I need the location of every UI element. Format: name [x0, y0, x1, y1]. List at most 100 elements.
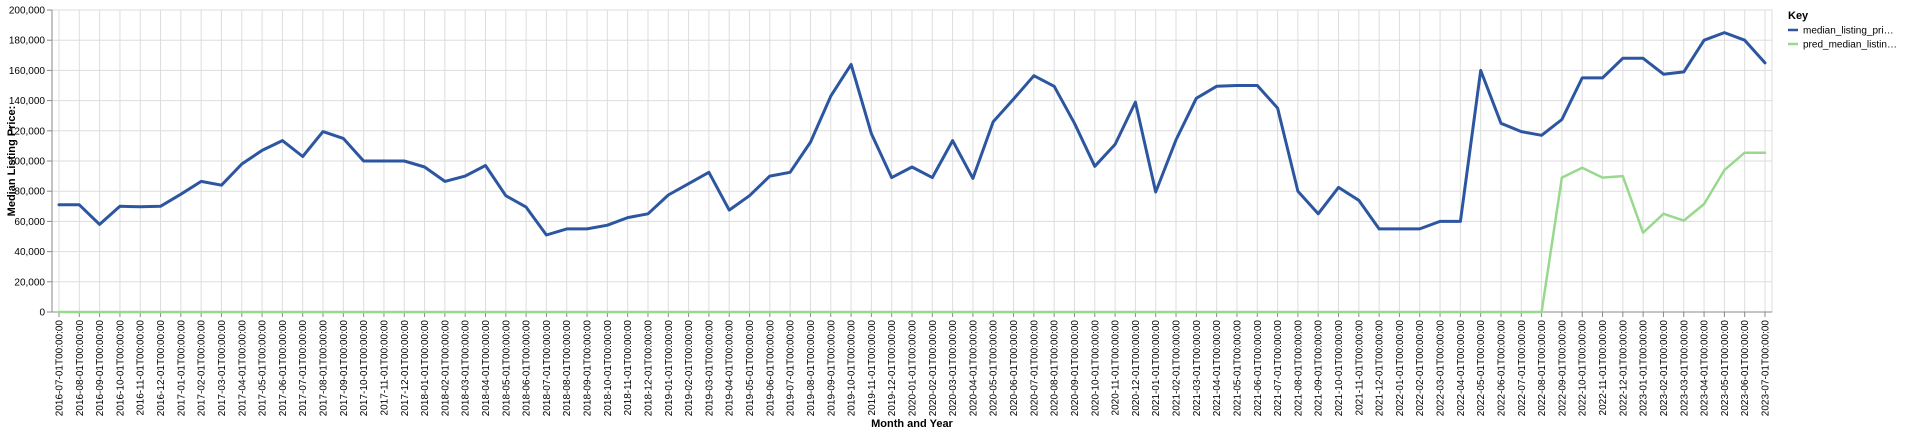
y-tick-label: 0 — [39, 308, 45, 319]
x-tick-label: 2021-12-01T00:00:00 — [1375, 320, 1386, 417]
y-tick-label: 160,000 — [9, 66, 46, 77]
legend-label: pred_median_listin… — [1803, 40, 1897, 51]
x-tick-label: 2018-03-01T00:00:00 — [461, 320, 472, 417]
x-tick-label: 2021-04-01T00:00:00 — [1212, 320, 1223, 417]
x-tick-label: 2019-10-01T00:00:00 — [847, 320, 858, 417]
x-tick-label: 2018-08-01T00:00:00 — [562, 320, 573, 417]
x-tick-label: 2020-09-01T00:00:00 — [1070, 320, 1081, 417]
x-tick-label: 2021-11-01T00:00:00 — [1354, 320, 1365, 416]
x-tick-label: 2020-01-01T00:00:00 — [908, 320, 919, 417]
x-tick-label: 2017-04-01T00:00:00 — [237, 320, 248, 417]
x-tick-label: 2018-11-01T00:00:00 — [623, 320, 634, 416]
x-tick-label: 2023-04-01T00:00:00 — [1700, 320, 1711, 417]
x-tick-label: 2017-10-01T00:00:00 — [359, 320, 370, 417]
x-tick-label: 2023-03-01T00:00:00 — [1679, 320, 1690, 417]
x-tick-label: 2018-04-01T00:00:00 — [481, 320, 492, 417]
x-tick-label: 2017-05-01T00:00:00 — [258, 320, 269, 417]
x-tick-label: 2019-12-01T00:00:00 — [887, 320, 898, 417]
x-tick-label: 2018-10-01T00:00:00 — [603, 320, 614, 417]
x-tick-label: 2017-03-01T00:00:00 — [217, 320, 228, 417]
grid-lines — [51, 9, 1773, 313]
y-axis: 0 20,000 40,000 60,000 80,000 100,000 120,000 1… — [9, 6, 53, 319]
x-tick-label: 2022-10-01T00:00:00 — [1578, 320, 1589, 417]
x-tick-label: 2018-05-01T00:00:00 — [501, 320, 512, 417]
series-lines — [57, 31, 1767, 314]
x-tick-label: 2021-05-01T00:00:00 — [1232, 320, 1243, 417]
y-tick-label: 120,000 — [9, 126, 46, 137]
x-tick-label: 2019-01-01T00:00:00 — [664, 320, 675, 417]
x-tick-label: 2020-04-01T00:00:00 — [968, 320, 979, 417]
x-tick-label: 2018-07-01T00:00:00 — [542, 320, 553, 417]
legend-title: Key — [1788, 10, 1809, 22]
x-tick-label: 2022-02-01T00:00:00 — [1415, 320, 1426, 417]
x-tick-label: 2022-01-01T00:00:00 — [1395, 320, 1406, 417]
x-tick-label: 2021-06-01T00:00:00 — [1253, 320, 1264, 417]
x-axis-title: Month and Year — [871, 418, 953, 430]
x-tick-label: 2016-12-01T00:00:00 — [156, 320, 167, 417]
x-tick-label: 2019-11-01T00:00:00 — [867, 320, 878, 416]
x-tick-label: 2019-07-01T00:00:00 — [786, 320, 797, 417]
x-tick-label: 2020-06-01T00:00:00 — [1009, 320, 1020, 417]
x-tick-label: 2021-09-01T00:00:00 — [1314, 320, 1325, 417]
x-axis: 2016-07-01T00:00:00 2016-08-01T00:00:00 20… — [52, 311, 1772, 417]
x-tick-label: 2023-05-01T00:00:00 — [1720, 320, 1731, 417]
x-tick-label: 2017-11-01T00:00:00 — [379, 320, 390, 416]
x-tick-label: 2016-09-01T00:00:00 — [95, 320, 106, 417]
x-tick-label: 2018-02-01T00:00:00 — [440, 320, 451, 417]
y-tick-label: 140,000 — [9, 96, 46, 107]
x-tick-label: 2020-02-01T00:00:00 — [928, 320, 939, 417]
x-tick-label: 2019-02-01T00:00:00 — [684, 320, 695, 417]
x-tick-label: 2022-05-01T00:00:00 — [1476, 320, 1487, 417]
x-tick-label: 2021-10-01T00:00:00 — [1334, 320, 1345, 417]
x-tick-label: 2022-12-01T00:00:00 — [1618, 320, 1629, 417]
x-tick-label: 2021-01-01T00:00:00 — [1151, 320, 1162, 417]
x-tick-label: 2019-05-01T00:00:00 — [745, 320, 756, 417]
x-tick-label: 2016-08-01T00:00:00 — [75, 320, 86, 417]
legend: Key median_listing_pri… pred_median_listi… — [1788, 10, 1897, 51]
x-tick-label: 2023-02-01T00:00:00 — [1659, 320, 1670, 417]
x-tick-label: 2017-08-01T00:00:00 — [319, 320, 330, 417]
y-axis-title: Median Listing Price: — [6, 106, 18, 217]
x-tick-label: 2017-02-01T00:00:00 — [197, 320, 208, 417]
x-tick-label: 2017-07-01T00:00:00 — [298, 320, 309, 417]
x-tick-label: 2017-12-01T00:00:00 — [400, 320, 411, 417]
legend-label: median_listing_pri… — [1803, 26, 1894, 37]
x-tick-label: 2016-11-01T00:00:00 — [136, 320, 147, 416]
x-tick-label: 2021-07-01T00:00:00 — [1273, 320, 1284, 417]
x-tick-label: 2020-03-01T00:00:00 — [948, 320, 959, 417]
x-tick-label: 2017-06-01T00:00:00 — [278, 320, 289, 417]
y-tick-label: 20,000 — [14, 277, 45, 288]
x-tick-label: 2023-01-01T00:00:00 — [1639, 320, 1650, 417]
x-tick-label: 2022-09-01T00:00:00 — [1557, 320, 1568, 417]
x-tick-label: 2020-12-01T00:00:00 — [1131, 320, 1142, 417]
y-tick-label: 180,000 — [9, 36, 46, 47]
x-tick-label: 2022-03-01T00:00:00 — [1436, 320, 1447, 417]
x-tick-label: 2016-10-01T00:00:00 — [115, 320, 126, 417]
x-tick-label: 2018-06-01T00:00:00 — [522, 320, 533, 417]
x-tick-label: 2021-03-01T00:00:00 — [1192, 320, 1203, 417]
series-line-0 — [57, 31, 1767, 237]
x-tick-label: 2017-09-01T00:00:00 — [339, 320, 350, 417]
x-tick-label: 2018-01-01T00:00:00 — [420, 320, 431, 417]
x-tick-label: 2018-12-01T00:00:00 — [643, 320, 654, 417]
x-tick-label: 2020-07-01T00:00:00 — [1029, 320, 1040, 417]
x-tick-label: 2022-06-01T00:00:00 — [1496, 320, 1507, 417]
series-line-1 — [57, 151, 1767, 314]
x-tick-label: 2023-07-01T00:00:00 — [1761, 320, 1772, 417]
x-tick-label: 2020-08-01T00:00:00 — [1050, 320, 1061, 417]
x-tick-label: 2019-03-01T00:00:00 — [704, 320, 715, 417]
x-tick-label: 2021-02-01T00:00:00 — [1172, 320, 1183, 417]
x-tick-label: 2022-04-01T00:00:00 — [1456, 320, 1467, 417]
x-tick-label: 2017-01-01T00:00:00 — [176, 320, 187, 417]
x-tick-label: 2022-08-01T00:00:00 — [1537, 320, 1548, 417]
x-tick-label: 2020-05-01T00:00:00 — [989, 320, 1000, 417]
x-tick-label: 2016-07-01T00:00:00 — [55, 320, 66, 417]
x-tick-label: 2021-08-01T00:00:00 — [1293, 320, 1304, 417]
x-tick-label: 2020-10-01T00:00:00 — [1090, 320, 1101, 417]
y-tick-label: 100,000 — [9, 157, 46, 168]
y-tick-label: 80,000 — [14, 187, 45, 198]
x-tick-label: 2022-11-01T00:00:00 — [1598, 320, 1609, 416]
x-tick-label: 2019-08-01T00:00:00 — [806, 320, 817, 417]
x-tick-label: 2023-06-01T00:00:00 — [1740, 320, 1751, 417]
